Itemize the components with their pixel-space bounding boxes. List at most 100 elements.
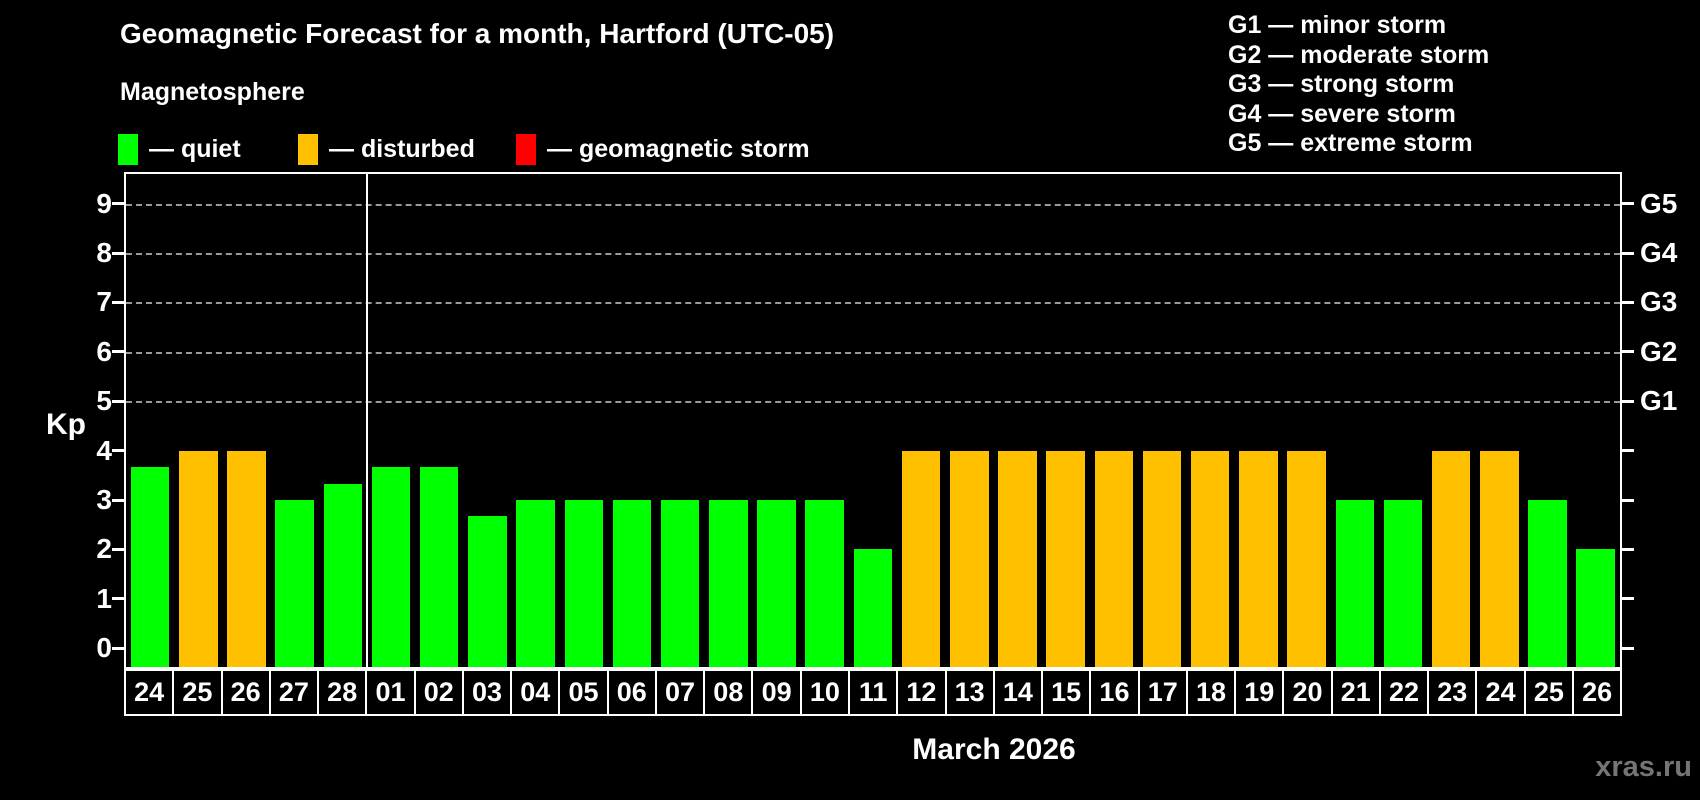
y-tick-label-9: 9: [96, 187, 112, 219]
kp-bar-day-06: [612, 500, 652, 667]
bar-slot: [897, 174, 945, 667]
day-label-10: 10: [799, 669, 850, 716]
kp-bar-day-04: [516, 500, 555, 667]
kp-bar-day-14: [998, 450, 1037, 667]
gridlines: [126, 174, 1620, 667]
kp-bar-day-20: [1287, 450, 1326, 667]
bar-slot: [801, 174, 849, 667]
y-axis-label: Kp: [46, 407, 86, 441]
right-axis-label-G5: G5: [1640, 187, 1678, 219]
day-label-19: 19: [1234, 669, 1285, 716]
day-label-27: 27: [268, 669, 320, 716]
chart-title: Geomagnetic Forecast for a month, Hartfo…: [120, 18, 835, 49]
day-label-17: 17: [1137, 669, 1188, 716]
kp-bar-day-01: [371, 466, 411, 667]
bar-slot: [463, 174, 511, 667]
bar-slot: [319, 174, 367, 667]
bar-slot: [1234, 174, 1282, 667]
right-axis-label-G2: G2: [1640, 335, 1678, 367]
y-tick-label-6: 6: [96, 335, 112, 367]
axis-tick: [1622, 202, 1634, 206]
bar-slot: [271, 174, 319, 667]
kp-bar-day-12: [901, 450, 941, 667]
kp-bar-day-25: [1528, 500, 1567, 667]
kp-bar-day-26: [227, 450, 266, 667]
plot-area: [124, 172, 1622, 669]
legend-item-disturbed: — disturbed: [298, 133, 475, 165]
kp-bar-day-13: [950, 450, 989, 667]
bar-slot: [1090, 174, 1138, 667]
kp-bar-day-02: [419, 466, 459, 667]
legend-storm-label: — geomagnetic storm: [547, 134, 810, 163]
day-label-24: 24: [124, 669, 175, 716]
y-tick-label-0: 0: [96, 632, 112, 664]
kp-bar-day-21: [1335, 500, 1375, 667]
storm-scale-line-g4: G4 — severe storm: [1228, 99, 1456, 128]
day-label-25: 25: [1523, 669, 1574, 716]
legend-disturbed-label: — disturbed: [329, 134, 475, 163]
day-label-23: 23: [1427, 669, 1478, 716]
y-tick-label-2: 2: [96, 533, 112, 565]
bar-slot: [560, 174, 608, 667]
kp-bar-day-05: [564, 500, 604, 667]
bar-slot: [1475, 174, 1523, 667]
month-separator-line: [365, 174, 368, 667]
bar-slot: [608, 174, 656, 667]
bar-slot: [367, 174, 415, 667]
x-axis-day-labels: 24 25 26 27 28 01 02 03 04 05 06 07 08 09 10 11 12 13 14 15…: [124, 669, 1623, 716]
kp-bar-day-27: [275, 500, 314, 667]
day-label-06: 06: [606, 669, 657, 716]
bar-slot: [993, 174, 1041, 667]
gridline-kp-7: [126, 302, 1620, 305]
day-label-24: 24: [1475, 669, 1526, 716]
kp-bar-day-03: [468, 516, 507, 667]
right-axis-label-G1: G1: [1640, 385, 1678, 417]
day-label-03: 03: [461, 669, 513, 716]
y-tick-label-8: 8: [96, 237, 112, 269]
watermark: xras.ru: [1595, 751, 1692, 783]
day-label-26: 26: [220, 669, 271, 716]
right-axis-label-G4: G4: [1640, 237, 1678, 269]
gridline-kp-8: [126, 253, 1620, 256]
axis-tick: [112, 498, 124, 502]
bar-slot: [945, 174, 993, 667]
day-label-09: 09: [751, 669, 802, 716]
kp-bar-day-17: [1142, 450, 1182, 667]
y-tick-label-1: 1: [96, 582, 112, 614]
day-label-16: 16: [1089, 669, 1140, 716]
axis-tick: [112, 350, 124, 354]
kp-bar-day-07: [660, 500, 700, 667]
quiet-swatch-icon: [118, 133, 138, 165]
day-label-26: 26: [1571, 669, 1623, 716]
disturbed-swatch-icon: [298, 133, 318, 165]
day-label-22: 22: [1378, 669, 1430, 716]
axis-tick: [1622, 251, 1634, 255]
bar-slot: [1331, 174, 1379, 667]
kp-bar-day-10: [805, 500, 844, 667]
bar-slot: [849, 174, 897, 667]
day-label-05: 05: [558, 669, 609, 716]
bar-slot: [1138, 174, 1186, 667]
kp-bar-day-24: [130, 466, 170, 667]
day-label-08: 08: [703, 669, 754, 716]
right-axis-label-G3: G3: [1640, 286, 1678, 318]
kp-bar-day-18: [1190, 450, 1230, 667]
bar-slot: [704, 174, 752, 667]
bar-slot: [1186, 174, 1234, 667]
day-label-01: 01: [365, 669, 416, 716]
axis-tick: [1622, 300, 1634, 304]
day-label-18: 18: [1185, 669, 1237, 716]
axis-tick: [112, 202, 124, 206]
kp-bar-day-28: [323, 483, 363, 667]
bar-slot: [415, 174, 463, 667]
day-label-15: 15: [1041, 669, 1092, 716]
bar-slot: [1283, 174, 1331, 667]
bar-slot: [1379, 174, 1427, 667]
kp-bar-day-16: [1094, 450, 1134, 667]
kp-bar-day-26: [1576, 549, 1615, 667]
storm-scale-line-g3: G3 — strong storm: [1228, 70, 1455, 98]
day-label-13: 13: [944, 669, 995, 716]
axis-tick: [1622, 399, 1634, 403]
storm-scale-line-g2: G2 — moderate storm: [1228, 40, 1490, 69]
